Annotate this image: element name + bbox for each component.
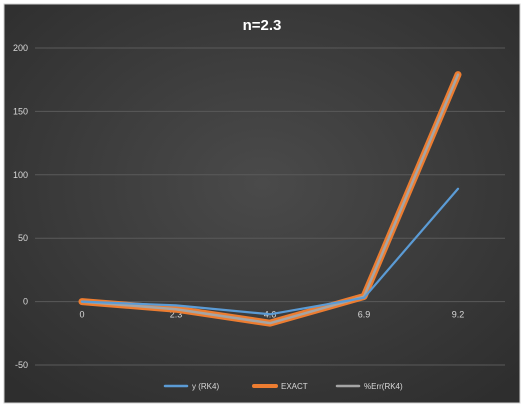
y-tick-label: 50 [18,233,28,243]
y-tick-label: 150 [13,106,28,116]
x-tick-label: 6.9 [358,310,371,320]
x-tick-label: 9.2 [452,310,465,320]
y-tick-label: 200 [13,43,28,53]
y-tick-label: -50 [15,360,28,370]
legend-entry: y (RK4) [163,382,219,391]
legend-entry: %Err(RK4) [335,382,403,391]
legend-label: %Err(RK4) [364,382,403,391]
legend-label: y (RK4) [192,382,219,391]
x-tick-label: 0 [79,310,84,320]
series-line-err [80,73,460,325]
y-tick-label: 100 [13,170,28,180]
x-tick-label: 2.3 [170,310,183,320]
y-tick-label: 0 [23,297,28,307]
legend-label: EXACT [281,382,308,391]
chart-title: n=2.3 [243,17,282,34]
series-line-rk4 [80,187,460,316]
plot-background [3,3,521,404]
legend-entry: EXACT [252,382,308,391]
